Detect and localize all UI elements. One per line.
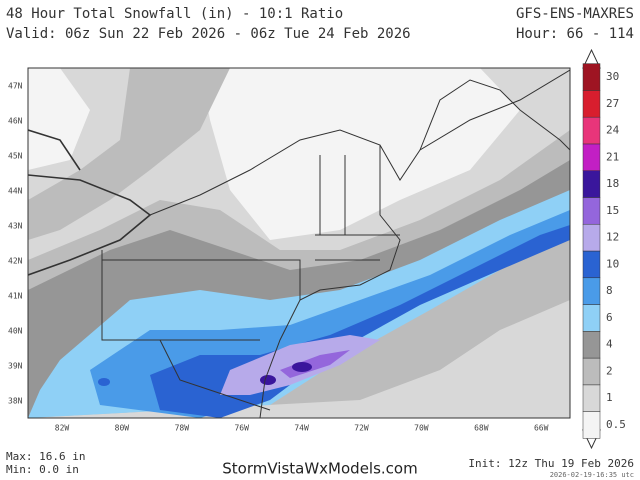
lon-label: 66W bbox=[534, 424, 549, 433]
legend-label: 21 bbox=[606, 150, 619, 163]
legend-label: 24 bbox=[606, 124, 620, 137]
forecast-hours: Hour: 66 - 114 bbox=[516, 26, 634, 42]
color-swatch bbox=[582, 170, 601, 198]
lat-label: 38N bbox=[8, 397, 23, 406]
lon-label: 70W bbox=[414, 424, 429, 433]
color-swatch bbox=[582, 277, 601, 305]
lat-label: 39N bbox=[8, 362, 23, 371]
legend-label: 1 bbox=[606, 391, 613, 404]
lat-label: 42N bbox=[8, 257, 23, 266]
legend-label: 27 bbox=[606, 97, 619, 110]
legend-label: 10 bbox=[606, 257, 619, 270]
init-time: Init: 12z Thu 19 Feb 2026 bbox=[468, 457, 634, 470]
lon-label: 76W bbox=[234, 424, 249, 433]
color-swatch bbox=[582, 116, 601, 145]
lon-label: 68W bbox=[474, 424, 489, 433]
map bbox=[27, 67, 571, 419]
lat-label: 43N bbox=[8, 222, 23, 231]
color-swatch bbox=[582, 63, 601, 91]
lat-label: 44N bbox=[8, 187, 23, 196]
site-name: StormVistaWxModels.com bbox=[222, 460, 417, 478]
lon-label: 72W bbox=[354, 424, 369, 433]
timestamp: 2026-02-19-16:35 utc bbox=[550, 471, 634, 479]
color-swatch bbox=[582, 143, 601, 171]
lat-label: 41N bbox=[8, 292, 23, 301]
model-name: GFS-ENS-MAXRES bbox=[516, 6, 634, 22]
legend-label: 18 bbox=[606, 177, 619, 190]
color-swatch bbox=[582, 357, 601, 386]
legend-label: 4 bbox=[606, 338, 613, 351]
lat-label: 40N bbox=[8, 327, 23, 336]
legend-label: 12 bbox=[606, 231, 619, 244]
legend-label: 8 bbox=[606, 284, 613, 297]
valid-time: Valid: 06z Sun 22 Feb 2026 - 06z Tue 24 … bbox=[6, 26, 411, 42]
color-swatch bbox=[582, 331, 601, 359]
lon-label: 78W bbox=[175, 424, 190, 433]
legend-label: 15 bbox=[606, 204, 619, 217]
title: 48 Hour Total Snowfall (in) - 10:1 Ratio bbox=[6, 6, 343, 22]
max-value: Max: 16.6 in bbox=[6, 450, 85, 463]
legend-label: 30 bbox=[606, 70, 619, 83]
lat-label: 45N bbox=[8, 152, 23, 161]
color-swatch bbox=[582, 384, 601, 412]
min-value: Min: 0.0 in bbox=[6, 463, 79, 476]
color-swatch bbox=[582, 411, 601, 439]
color-swatch bbox=[582, 304, 601, 332]
color-swatch bbox=[582, 90, 601, 118]
lon-label: 80W bbox=[115, 424, 130, 433]
legend-label: 6 bbox=[606, 311, 613, 324]
lon-label: 82W bbox=[55, 424, 70, 433]
legend-label: 2 bbox=[606, 364, 613, 377]
legend-label: 0.5 bbox=[606, 418, 626, 431]
color-swatch bbox=[582, 250, 601, 279]
color-swatch bbox=[582, 197, 601, 225]
lon-label: 74W bbox=[294, 424, 309, 433]
lat-label: 46N bbox=[8, 117, 23, 126]
lat-label: 47N bbox=[8, 82, 23, 91]
color-swatch bbox=[582, 223, 601, 252]
